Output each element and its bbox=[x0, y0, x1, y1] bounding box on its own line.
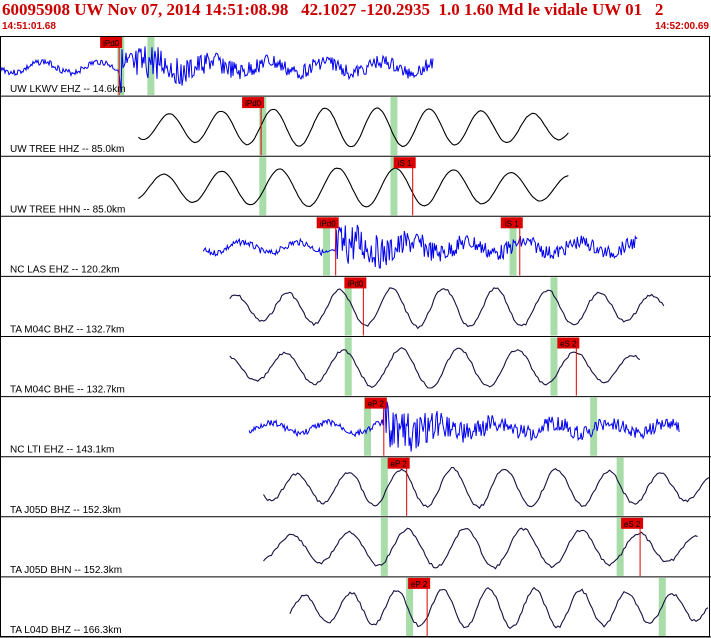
theoretical-arrival-band bbox=[344, 337, 352, 396]
end-time-label: 14:52:00.69 bbox=[655, 21, 709, 32]
station-label: TA L04D BHZ -- 166.3km bbox=[10, 625, 122, 636]
pick-tag bbox=[316, 217, 339, 229]
theoretical-arrival-band bbox=[590, 397, 598, 456]
station-label: UW TREE HHZ -- 85.0km bbox=[10, 144, 124, 155]
waveform-trace bbox=[138, 107, 569, 148]
pick-tag bbox=[242, 97, 265, 109]
theoretical-arrival-band bbox=[616, 457, 624, 516]
theoretical-arrival-band bbox=[117, 37, 125, 96]
station-label: TA M04C BHE -- 132.7km bbox=[10, 385, 125, 396]
plot-frame bbox=[0, 36, 710, 637]
waveform-trace bbox=[202, 224, 638, 269]
pick-tag bbox=[364, 397, 387, 409]
pick-label: iPd0 bbox=[347, 279, 364, 288]
station-label: TA M04C BHZ -- 132.7km bbox=[10, 325, 124, 336]
theoretical-arrival-band bbox=[147, 37, 155, 96]
theoretical-arrival-band bbox=[380, 517, 388, 576]
waveform-trace bbox=[263, 527, 698, 570]
waveform-trace bbox=[229, 287, 665, 330]
pick-tag bbox=[557, 337, 580, 349]
pick-tag bbox=[500, 217, 523, 229]
theoretical-arrival-band bbox=[323, 217, 331, 276]
theoretical-arrival-band bbox=[616, 517, 624, 576]
theoretical-arrival-band bbox=[363, 397, 371, 456]
pick-label: iPd0 bbox=[320, 219, 337, 228]
theoretical-arrival-band bbox=[380, 457, 388, 516]
theoretical-arrival-band bbox=[406, 577, 414, 636]
waveform-trace bbox=[229, 347, 641, 389]
event-header: 60095908 UW Nov 07, 2014 14:51:08.98 42.… bbox=[2, 0, 664, 19]
waveform-trace bbox=[138, 167, 569, 208]
waveform-trace bbox=[263, 466, 710, 510]
pick-tag bbox=[393, 157, 416, 169]
station-label: NC LTI EHZ -- 143.1km bbox=[10, 445, 114, 456]
pick-tag bbox=[621, 517, 644, 529]
theoretical-arrival-band bbox=[390, 157, 398, 216]
waveform-trace bbox=[0, 46, 434, 94]
pick-label: eP 2 bbox=[368, 400, 385, 409]
pick-label: eS 2 bbox=[624, 520, 641, 529]
pick-tag bbox=[387, 457, 410, 469]
theoretical-arrival-band bbox=[550, 337, 558, 396]
station-label: UW TREE HHN -- 85.0km bbox=[10, 204, 125, 215]
pick-label: eS 2 bbox=[560, 340, 577, 349]
theoretical-arrival-band bbox=[259, 97, 267, 156]
start-time-label: 14:51:01.68 bbox=[2, 21, 56, 32]
theoretical-arrival-band bbox=[259, 157, 267, 216]
pick-tag bbox=[344, 277, 367, 289]
pick-label: iPd0 bbox=[103, 39, 120, 48]
theoretical-arrival-band bbox=[344, 277, 352, 336]
pick-tag bbox=[408, 577, 431, 589]
station-label: NC LAS EHZ -- 120.2km bbox=[10, 264, 119, 275]
station-label: TA J05D BHZ -- 152.3km bbox=[10, 505, 121, 516]
station-label: UW LKWV EHZ -- 14.6km bbox=[10, 84, 126, 95]
waveform-trace bbox=[289, 586, 709, 630]
pick-label: iS 1 bbox=[398, 159, 412, 168]
pick-label: iS 1 bbox=[505, 219, 519, 228]
pick-label: eP 2 bbox=[391, 460, 408, 469]
pick-label: eP 2 bbox=[411, 580, 428, 589]
theoretical-arrival-band bbox=[390, 97, 398, 156]
station-label: TA J05D BHN -- 152.3km bbox=[10, 565, 122, 576]
waveform-trace bbox=[248, 399, 680, 452]
pick-tag bbox=[100, 37, 123, 48]
theoretical-arrival-band bbox=[550, 277, 558, 336]
pick-label: iPd0 bbox=[245, 99, 262, 108]
